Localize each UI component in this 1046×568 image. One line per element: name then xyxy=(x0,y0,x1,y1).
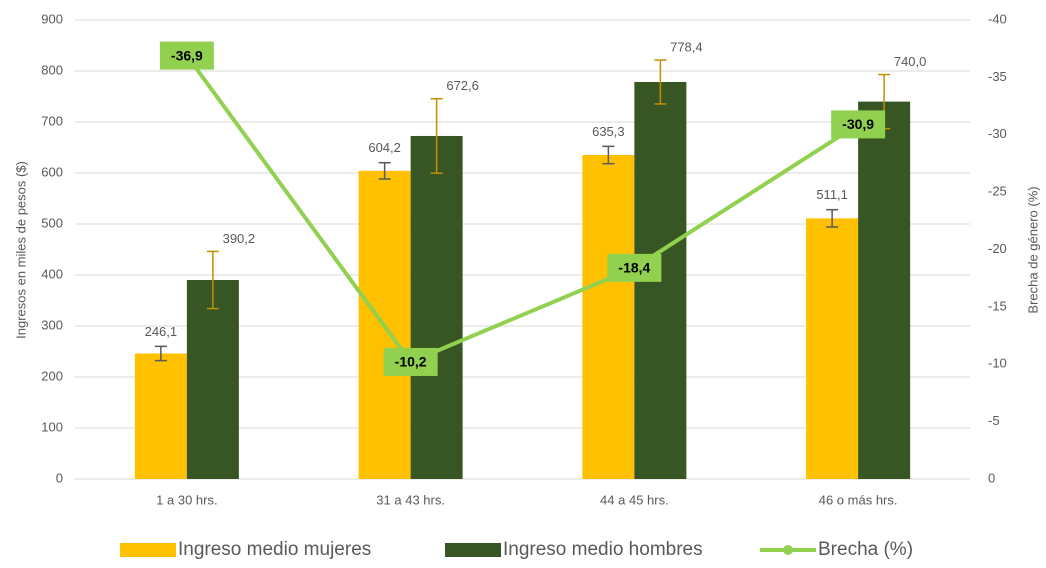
bar xyxy=(186,279,239,479)
y2-axis-title: Brecha de género (%) xyxy=(1025,186,1040,313)
data-label: -10,2 xyxy=(395,354,427,370)
y2-tick-label: -20 xyxy=(988,241,1007,256)
data-label: 511,1 xyxy=(816,187,848,202)
bar xyxy=(806,218,859,480)
y-tick-label: 900 xyxy=(41,11,63,26)
data-label-box xyxy=(831,110,886,139)
y-tick-label: 700 xyxy=(41,113,63,128)
error-bar xyxy=(602,145,615,165)
error-bar xyxy=(206,250,219,310)
y-tick-label: 200 xyxy=(41,368,63,383)
x-tick-label: 46 o más hrs. xyxy=(819,492,898,507)
y2-tick-label: -10 xyxy=(988,356,1007,371)
y-tick-label: 600 xyxy=(41,164,63,179)
y-tick-label: 400 xyxy=(41,266,63,281)
error-bar xyxy=(154,345,167,362)
data-label: 390,2 xyxy=(223,231,256,246)
data-label-box xyxy=(607,253,662,282)
legend-swatch xyxy=(783,545,793,555)
error-bar xyxy=(378,161,391,180)
error-bar xyxy=(654,59,667,105)
bar xyxy=(410,135,463,479)
data-label: 635,3 xyxy=(592,124,625,139)
data-label-box xyxy=(159,41,214,70)
legend-label: Ingreso medio hombres xyxy=(503,539,703,560)
y2-tick-label: 0 xyxy=(988,470,995,485)
bar xyxy=(582,154,635,479)
data-label: 246,1 xyxy=(145,324,178,339)
error-bar xyxy=(826,208,839,228)
error-bar xyxy=(430,97,443,174)
y2-tick-label: -30 xyxy=(988,126,1007,141)
y-tick-label: 500 xyxy=(41,215,63,230)
legend-label: Ingreso medio mujeres xyxy=(178,539,371,560)
x-tick-label: 1 a 30 hrs. xyxy=(156,492,217,507)
data-label: -36,9 xyxy=(171,47,203,63)
data-label-box xyxy=(383,347,438,376)
y2-tick-label: -15 xyxy=(988,298,1007,313)
bar xyxy=(858,101,911,479)
y2-tick-label: -25 xyxy=(988,184,1007,199)
data-label: 778,4 xyxy=(670,40,703,55)
legend-swatch xyxy=(445,543,501,557)
data-label: -30,9 xyxy=(842,116,874,132)
data-label: 672,6 xyxy=(446,78,479,93)
x-tick-label: 31 a 43 hrs. xyxy=(376,492,445,507)
bar xyxy=(134,353,187,479)
line xyxy=(185,54,860,365)
data-label: 604,2 xyxy=(368,140,401,155)
data-label: -18,4 xyxy=(618,260,650,276)
y-axis-title: Ingresos en miles de pesos ($) xyxy=(13,161,28,339)
y-tick-label: 300 xyxy=(41,317,63,332)
y2-tick-label: -35 xyxy=(988,69,1007,84)
x-tick-label: 44 a 45 hrs. xyxy=(600,492,669,507)
legend-swatch xyxy=(120,543,176,557)
y2-tick-label: -5 xyxy=(988,413,1000,428)
data-label: 740,0 xyxy=(894,54,927,69)
y-tick-label: 0 xyxy=(56,470,63,485)
y-tick-label: 100 xyxy=(41,419,63,434)
legend-label: Brecha (%) xyxy=(818,539,913,560)
y-tick-label: 800 xyxy=(41,62,63,77)
y2-tick-label: -40 xyxy=(988,11,1007,26)
